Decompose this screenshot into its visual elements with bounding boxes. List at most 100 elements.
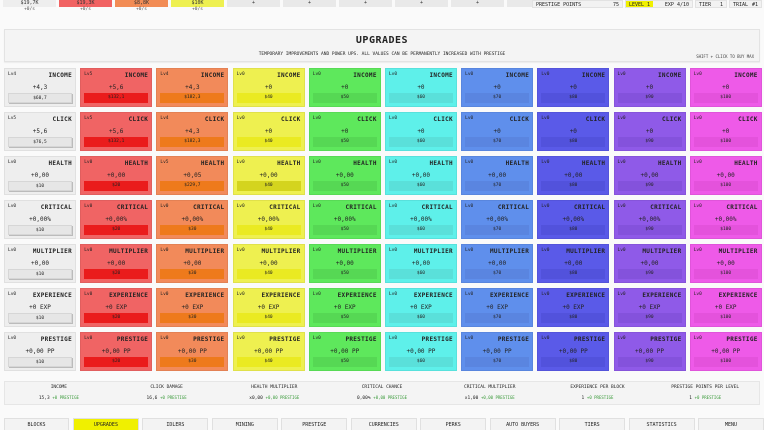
buy-upgrade-button[interactable]: $80 — [541, 269, 606, 279]
buy-upgrade-button[interactable]: $90 — [617, 137, 682, 147]
upgrade-name: PRESTIGE — [193, 336, 225, 343]
buy-upgrade-button[interactable]: $229,7 — [160, 181, 225, 191]
tab-currencies[interactable]: CURRENCIES — [350, 418, 417, 430]
buy-upgrade-button[interactable]: $100 — [693, 93, 758, 103]
buy-upgrade-button[interactable]: $40 — [236, 225, 301, 235]
stat-value: x0,00 — [249, 396, 263, 401]
buy-upgrade-button[interactable]: $100 — [693, 357, 758, 367]
buy-upgrade-button[interactable]: $60 — [388, 225, 453, 235]
buy-upgrade-button[interactable]: $40 — [236, 313, 301, 323]
buy-upgrade-button[interactable]: $30 — [160, 313, 225, 323]
buy-upgrade-button[interactable]: $40 — [236, 269, 301, 279]
buy-upgrade-button[interactable]: $70 — [465, 181, 530, 191]
buy-upgrade-button[interactable]: $10 — [8, 181, 72, 191]
buy-upgrade-button[interactable]: $80 — [541, 313, 606, 323]
upgrade-level: Lv0 — [84, 248, 93, 253]
buy-upgrade-button[interactable]: $50 — [312, 137, 377, 147]
buy-upgrade-button[interactable]: $70 — [465, 93, 530, 103]
buy-upgrade-button[interactable]: $20 — [84, 357, 149, 367]
buy-upgrade-button[interactable]: $10 — [8, 357, 72, 367]
buy-upgrade-button[interactable]: $80 — [541, 225, 606, 235]
upgrade-value: +0,05 — [183, 172, 202, 179]
buy-upgrade-button[interactable]: $100 — [693, 269, 758, 279]
tab-statistics[interactable]: STATISTICS — [628, 418, 695, 430]
buy-upgrade-button[interactable]: $90 — [617, 357, 682, 367]
buy-upgrade-button[interactable]: $30 — [160, 269, 225, 279]
tab-perks[interactable]: PERKS — [420, 418, 487, 430]
buy-upgrade-button[interactable]: $10 — [8, 225, 72, 235]
buy-upgrade-button[interactable]: $90 — [617, 269, 682, 279]
upgrade-name: INCOME — [200, 72, 225, 79]
buy-upgrade-button[interactable]: $70 — [465, 357, 530, 367]
upgrade-value: +0,00 PP — [482, 348, 512, 355]
upgrade-value: +0 — [645, 84, 654, 91]
buy-upgrade-button[interactable]: $80 — [541, 181, 606, 191]
buy-upgrade-button[interactable]: $10 — [8, 269, 72, 279]
upgrade-value: +0,00 — [335, 172, 354, 179]
buy-upgrade-button[interactable]: $80 — [541, 357, 606, 367]
buy-upgrade-button[interactable]: $76,5 — [8, 137, 72, 147]
buy-upgrade-button[interactable]: $10 — [8, 313, 72, 323]
buy-upgrade-button[interactable]: $60 — [388, 269, 453, 279]
buy-upgrade-button[interactable]: $20 — [84, 269, 149, 279]
buy-upgrade-button[interactable]: $80 — [541, 137, 606, 147]
level-label: LEVEL 1 — [626, 1, 654, 8]
buy-upgrade-button[interactable]: $60 — [388, 181, 453, 191]
buy-upgrade-button[interactable]: $60 — [388, 93, 453, 103]
upgrade-level: Lv0 — [617, 116, 626, 121]
buy-upgrade-button[interactable]: $182,3 — [160, 137, 225, 147]
buy-upgrade-button[interactable]: $50 — [312, 225, 377, 235]
buy-upgrade-button[interactable]: $100 — [693, 181, 758, 191]
buy-upgrade-button[interactable]: $80 — [541, 93, 606, 103]
tab-mining[interactable]: MINING — [211, 418, 278, 430]
upgrade-value: +0,00 — [488, 172, 507, 179]
buy-upgrade-button[interactable]: $90 — [617, 181, 682, 191]
buy-upgrade-button[interactable]: $40 — [236, 93, 301, 103]
buy-upgrade-button[interactable]: $90 — [617, 93, 682, 103]
tab-menu[interactable]: MENU — [698, 418, 764, 430]
buy-upgrade-button[interactable]: $50 — [312, 269, 377, 279]
buy-upgrade-button[interactable]: $50 — [312, 357, 377, 367]
tab-upgrades[interactable]: UPGRADES — [72, 418, 139, 430]
buy-upgrade-button[interactable]: $20 — [84, 313, 149, 323]
buy-upgrade-button[interactable]: $70 — [465, 225, 530, 235]
buy-upgrade-button[interactable]: $132,1 — [84, 137, 149, 147]
buy-upgrade-button[interactable]: $60 — [388, 357, 453, 367]
upgrade-level: Lv0 — [236, 204, 245, 209]
upgrade-name: INCOME — [581, 72, 606, 79]
buy-upgrade-button[interactable]: $70 — [465, 313, 530, 323]
upgrade-level: Lv0 — [388, 204, 398, 209]
buy-upgrade-button[interactable]: $60 — [388, 313, 453, 323]
buy-upgrade-button[interactable]: $20 — [84, 225, 149, 235]
buy-upgrade-button[interactable]: $100 — [693, 225, 758, 235]
buy-upgrade-button[interactable]: $90 — [617, 313, 682, 323]
buy-upgrade-button[interactable]: $50 — [312, 181, 377, 191]
buy-upgrade-button[interactable]: $50 — [312, 93, 377, 103]
upgrade-card-health-tier-1: Lv0 HEALTH +0,00 $20 — [80, 156, 153, 195]
upgrade-level: Lv5 — [84, 116, 93, 121]
currency-rate: +0/s — [80, 7, 91, 12]
buy-upgrade-button[interactable]: $30 — [160, 357, 225, 367]
buy-upgrade-button[interactable]: $182,3 — [160, 93, 225, 103]
buy-upgrade-button[interactable]: $40 — [236, 357, 301, 367]
tab-prestige[interactable]: PRESTIGE — [281, 418, 348, 430]
buy-upgrade-button[interactable]: $70 — [465, 269, 530, 279]
tab-idlers[interactable]: IDLERS — [142, 418, 209, 430]
upgrade-card-click-tier-8: Lv0 CLICK +0 $90 — [613, 112, 686, 151]
buy-upgrade-button[interactable]: $100 — [693, 137, 758, 147]
buy-upgrade-button[interactable]: $50 — [312, 313, 377, 323]
buy-upgrade-button[interactable]: $20 — [84, 181, 149, 191]
stat-value-row: 1 +0 PRESTIGE — [651, 395, 759, 401]
buy-upgrade-button[interactable]: $40 — [236, 181, 301, 191]
buy-upgrade-button[interactable]: $60 — [388, 137, 453, 147]
buy-upgrade-button[interactable]: $30 — [160, 225, 225, 235]
buy-upgrade-button[interactable]: $90 — [617, 225, 682, 235]
tab-blocks[interactable]: BLOCKS — [3, 418, 70, 430]
tab-auto-buyers[interactable]: AUTO BUYERS — [489, 418, 556, 430]
buy-upgrade-button[interactable]: $60,7 — [8, 93, 72, 103]
buy-upgrade-button[interactable]: $70 — [465, 137, 530, 147]
buy-upgrade-button[interactable]: $132,1 — [84, 93, 149, 103]
buy-upgrade-button[interactable]: $100 — [693, 313, 758, 323]
buy-upgrade-button[interactable]: $40 — [236, 137, 301, 147]
tab-tiers[interactable]: TIERS — [559, 418, 626, 430]
